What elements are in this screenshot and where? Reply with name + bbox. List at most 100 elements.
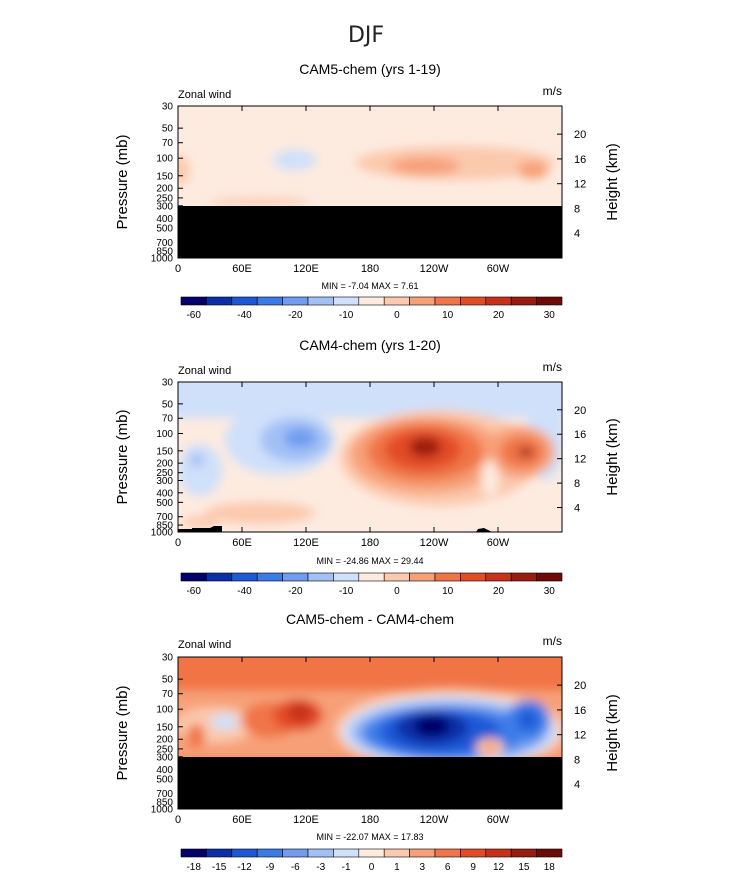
pressure-tick-label: 100 xyxy=(156,154,173,165)
colorbar-swatch xyxy=(307,296,334,306)
lon-tick-label: 0 xyxy=(175,814,181,826)
colorbar-swatch xyxy=(358,296,385,306)
colorbar-swatch xyxy=(282,572,309,582)
pressure-tick-label: 300 xyxy=(156,752,173,763)
pressure-tick-label: 200 xyxy=(156,459,173,470)
pressure-tick-label: 500 xyxy=(156,498,173,509)
colorbar-label: 0 xyxy=(369,862,375,872)
pressure-tick-label: 500 xyxy=(156,774,173,785)
colorbar-swatch xyxy=(510,296,537,306)
colorbar-label: 15 xyxy=(518,862,530,872)
panel-3-mask xyxy=(178,757,562,809)
panel-1-units: m/s xyxy=(543,84,562,98)
colorbar-swatch xyxy=(206,848,233,858)
panel-3-colorbar: -18 -15 -12 -9 -6 -3 -1 0 1 3 6 9 12 15 18 xyxy=(180,848,563,872)
pressure-tick-label: 400 xyxy=(156,765,173,776)
panel-3-stats: MIN = -22.07 MAX = 17.83 xyxy=(316,832,423,842)
height-tick-label: 12 xyxy=(574,730,586,742)
lon-tick-label: 60W xyxy=(487,537,510,549)
panel-3-ylabel: Pressure (mb) xyxy=(114,685,131,780)
lon-tick-label: 120W xyxy=(420,537,449,549)
lon-tick-label: 180 xyxy=(361,263,379,275)
pressure-tick-label: 700 xyxy=(156,512,173,523)
lon-tick-label: 0 xyxy=(175,263,181,275)
colorbar-label: -20 xyxy=(288,586,303,597)
pressure-tick-label: 30 xyxy=(162,102,174,113)
panel-2-title: CAM4-chem (yrs 1-20) xyxy=(299,337,441,353)
colorbar-swatch xyxy=(231,848,258,858)
colorbar-swatch xyxy=(536,848,563,858)
colorbar-swatch xyxy=(485,848,512,858)
height-tick-label: 20 xyxy=(574,405,586,417)
figure-title: DJF xyxy=(348,23,384,48)
pressure-tick-label: 250 xyxy=(156,193,173,204)
colorbar-swatch xyxy=(307,572,334,582)
panel-3-title: CAM5-chem - CAM4-chem xyxy=(286,611,454,627)
panel-2-colorbar: -60 -40 -20 -10 0 10 20 30 xyxy=(180,572,563,597)
lon-tick-label: 60W xyxy=(487,263,510,275)
panel-1-left-label: Zonal wind xyxy=(178,89,231,101)
panel-2-units: m/s xyxy=(543,360,562,374)
lon-tick-label: 0 xyxy=(175,537,181,549)
colorbar-swatch xyxy=(256,572,283,582)
height-tick-label: 12 xyxy=(574,179,586,191)
pressure-tick-label: 850 xyxy=(156,246,173,257)
panel-3-field xyxy=(178,657,562,809)
colorbar-label: -12 xyxy=(237,862,252,872)
colorbar-swatch xyxy=(358,848,385,858)
lon-tick-label: 120E xyxy=(293,814,319,826)
lon-tick-label: 120E xyxy=(293,537,319,549)
colorbar-label: -40 xyxy=(237,586,252,597)
pressure-tick-label: 70 xyxy=(162,414,174,425)
panel-1-title: CAM5-chem (yrs 1-19) xyxy=(299,61,441,77)
colorbar-label: 9 xyxy=(470,862,476,872)
pressure-tick-label: 50 xyxy=(162,399,174,410)
pressure-tick-label: 150 xyxy=(156,722,173,733)
panel-3-left-label: Zonal wind xyxy=(178,639,231,651)
colorbar-label: 10 xyxy=(442,586,454,597)
colorbar-swatch xyxy=(434,848,461,858)
colorbar-swatch xyxy=(180,848,207,858)
colorbar-swatch xyxy=(409,296,436,306)
colorbar-swatch xyxy=(231,572,258,582)
colorbar-label: 1 xyxy=(394,862,400,872)
panel-3-units: m/s xyxy=(543,634,562,648)
colorbar-swatch xyxy=(510,572,537,582)
pressure-tick-label: 70 xyxy=(162,138,174,149)
panel-2: CAM4-chem (yrs 1-20) Zonal wind m/s xyxy=(114,337,621,597)
height-tick-label: 8 xyxy=(574,203,580,215)
lon-tick-label: 60E xyxy=(232,537,252,549)
colorbar-swatch xyxy=(383,296,410,306)
panel-1-mask xyxy=(178,206,562,258)
colorbar-swatch xyxy=(383,572,410,582)
panel-1-field xyxy=(178,106,562,258)
colorbar-label: -6 xyxy=(291,862,300,872)
colorbar-swatch xyxy=(536,296,563,306)
colorbar-swatch xyxy=(510,848,537,858)
height-tick-label: 16 xyxy=(574,429,586,441)
pressure-tick-label: 500 xyxy=(156,223,173,234)
panel-2-ylabel-right: Height (km) xyxy=(604,418,621,496)
colorbar-swatch xyxy=(180,296,207,306)
colorbar-swatch xyxy=(460,572,487,582)
colorbar-label: -18 xyxy=(186,862,201,872)
height-tick-label: 16 xyxy=(574,154,586,166)
pressure-tick-label: 700 xyxy=(156,238,173,249)
pressure-tick-label: 30 xyxy=(162,653,174,664)
pressure-tick-label: 200 xyxy=(156,184,173,195)
pressure-tick-label: 300 xyxy=(156,201,173,212)
panel-2-topography xyxy=(178,526,492,532)
colorbar-swatch xyxy=(180,572,207,582)
colorbar-label: -40 xyxy=(237,310,252,321)
lon-tick-label: 180 xyxy=(361,814,379,826)
pressure-tick-label: 400 xyxy=(156,488,173,499)
colorbar-label: 3 xyxy=(420,862,426,872)
pressure-tick-label: 50 xyxy=(162,675,174,686)
lon-tick-label: 60E xyxy=(232,814,252,826)
colorbar-swatch xyxy=(333,296,360,306)
pressure-tick-label: 850 xyxy=(156,797,173,808)
pressure-tick-label: 300 xyxy=(156,476,173,487)
pressure-tick-label: 700 xyxy=(156,789,173,800)
